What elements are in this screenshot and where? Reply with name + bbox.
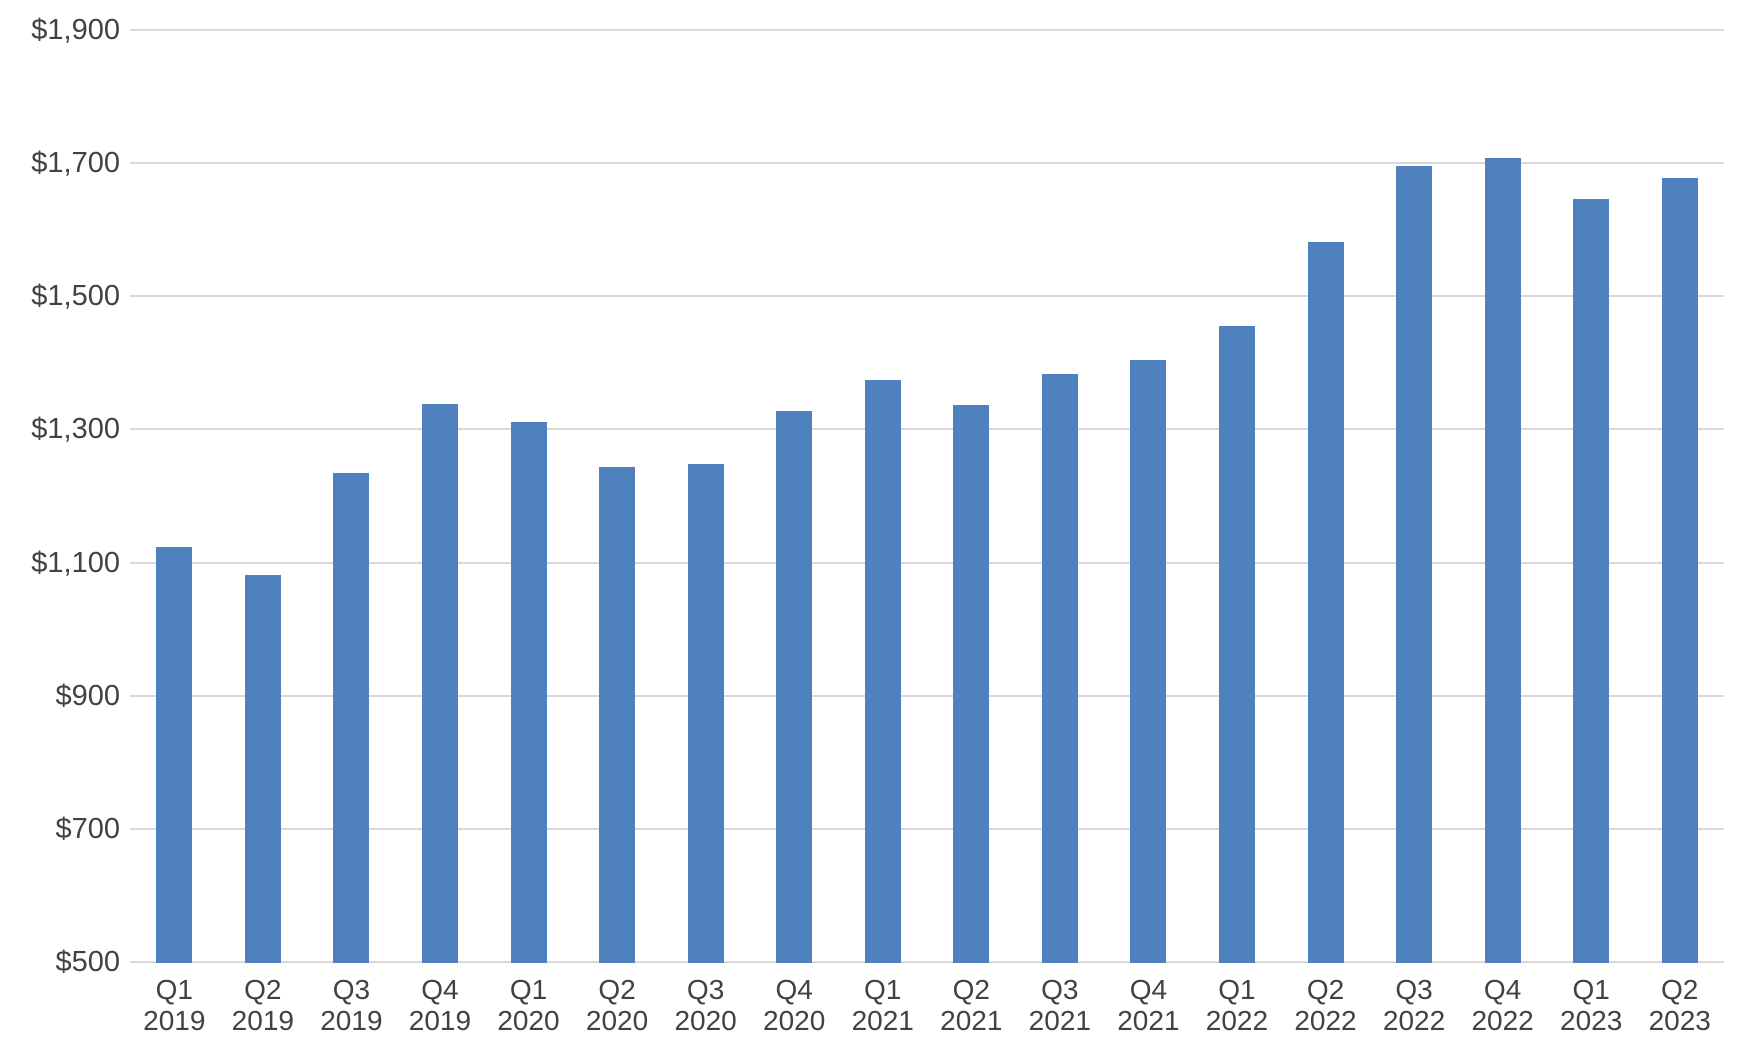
bar-q2-2020 [599,466,636,963]
x-axis-tick-label: Q1 2019 [143,974,206,1036]
y-axis-tick-label: $1,900 [31,14,120,46]
x-axis-tick-label: Q2 2019 [231,974,294,1036]
x-axis-tick-label: Q3 2019 [320,974,383,1036]
x-axis-tick-label: Q4 2020 [763,974,826,1036]
gridline [130,827,1724,830]
y-axis-tick-label: $1,100 [31,546,120,579]
bar-q1-2019 [156,547,193,963]
bar-q3-2022 [1396,165,1433,963]
gridline [130,29,1724,31]
x-axis-tick-label: Q3 2020 [674,974,737,1036]
y-axis-tick-label: $700 [55,812,120,845]
x-axis-tick-label: Q1 2021 [851,974,914,1036]
gridline [130,961,1724,963]
x-axis-tick-label: Q1 2020 [497,974,560,1036]
x-axis-tick-label: Q4 2022 [1471,974,1534,1036]
bar-q4-2020 [776,410,813,963]
bar-q4-2021 [1130,359,1167,963]
gridline [130,162,1724,165]
y-axis-tick-label: $1,500 [31,280,120,313]
y-axis-tick-label: $900 [55,679,120,712]
x-axis-tick-label: Q2 2023 [1648,974,1711,1036]
x-axis-tick-label: Q2 2021 [940,974,1003,1036]
x-axis-tick-label: Q4 2021 [1117,974,1180,1036]
gridline [130,295,1724,298]
gridline [130,428,1724,431]
bar-q4-2022 [1484,158,1521,963]
bar-q2-2023 [1661,178,1698,963]
gridline [130,561,1724,564]
bar-q3-2021 [1041,374,1078,963]
x-axis-tick-label: Q4 2019 [408,974,472,1036]
bar-q4-2019 [421,404,458,963]
bar-q1-2021 [864,380,901,963]
y-axis-tick-label: $1,300 [31,413,120,446]
bar-q2-2019 [244,574,281,963]
y-axis-tick-label: $1,700 [31,147,120,180]
bar-q2-2021 [953,404,990,963]
gridline [130,694,1724,697]
x-axis-tick-label: Q2 2022 [1294,974,1357,1036]
bar-q1-2023 [1573,199,1610,963]
x-axis-tick-label: Q3 2021 [1028,974,1091,1036]
x-axis-tick-label: Q3 2022 [1382,974,1446,1036]
x-axis-tick-label: Q2 2020 [585,974,649,1036]
bar-q3-2020 [687,464,724,963]
x-axis-tick-label: Q1 2022 [1205,974,1269,1036]
bar-q3-2019 [333,472,370,963]
y-axis-tick-label: $500 [55,946,120,978]
bar-q1-2020 [510,422,547,963]
x-axis-tick-label: Q1 2023 [1560,974,1623,1036]
bar-q2-2022 [1307,242,1344,963]
bar-q1-2022 [1218,326,1255,963]
